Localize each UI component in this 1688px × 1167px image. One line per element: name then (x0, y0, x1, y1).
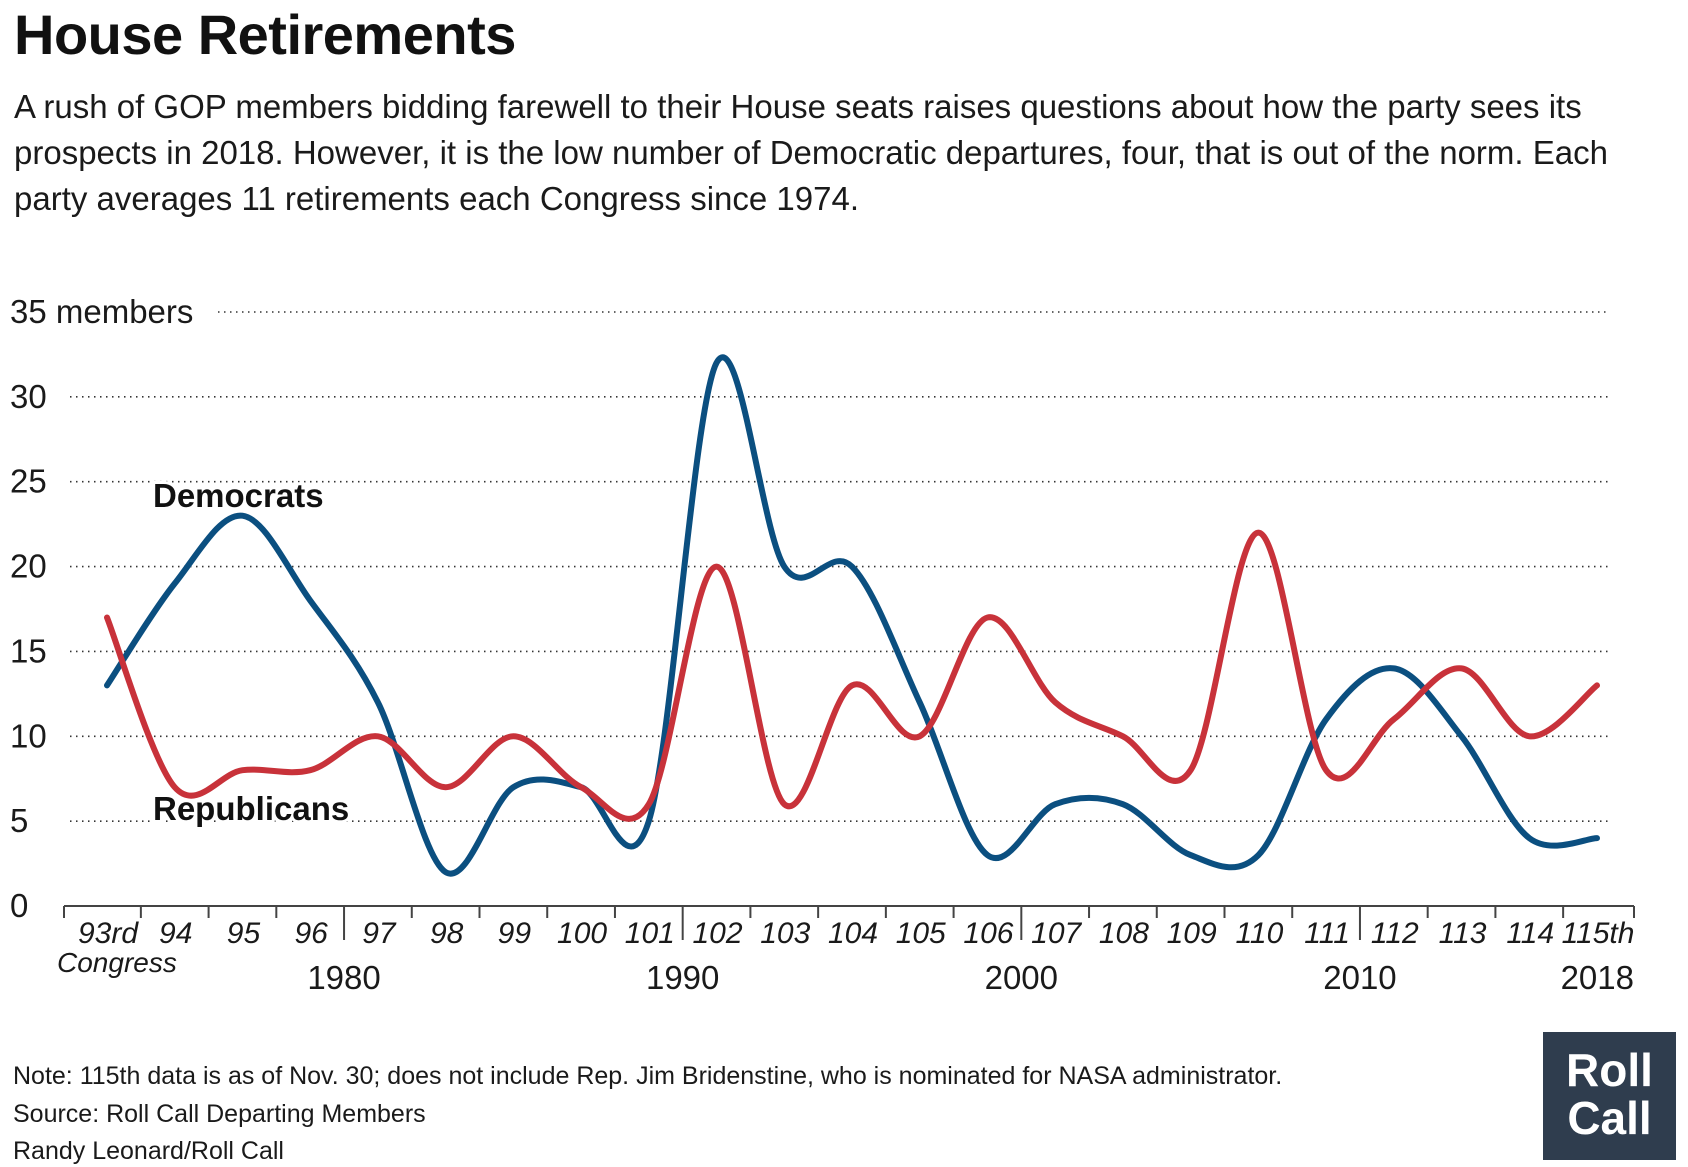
x-tick-label: 93rd (78, 917, 139, 950)
x-tick-label: 100 (557, 917, 607, 950)
logo-line-1: Roll (1566, 1044, 1653, 1096)
x-tick-label: 111 (1304, 917, 1350, 950)
x-tick-label: 115th (1562, 917, 1635, 950)
x-tick-label: 107 (1031, 917, 1082, 950)
x-tick-label: 95 (227, 917, 261, 950)
x-tick-label: 97 (362, 917, 397, 950)
y-tick-label: 20 (10, 548, 47, 585)
chart-note: Note: 115th data is as of Nov. 30; does … (13, 1062, 1283, 1090)
year-label: 1980 (307, 959, 380, 996)
x-tick-label: 96 (294, 917, 328, 950)
year-label: 1990 (646, 959, 719, 996)
x-tick-label: 99 (498, 917, 532, 950)
x-tick-label: 112 (1371, 917, 1419, 950)
y-tick-label: 15 (10, 632, 47, 669)
y-tick-label: 25 (10, 463, 47, 500)
x-tick-label: 109 (1167, 917, 1217, 950)
y-tick-label: 30 (10, 378, 47, 415)
x-tick-label: 98 (430, 917, 464, 950)
x-tick-label: 114 (1506, 917, 1554, 950)
x-tick-label: 101 (625, 917, 675, 950)
roll-call-logo: Roll Call (1543, 1032, 1676, 1160)
x-tick-label: 105 (896, 917, 946, 950)
x-tick-label: 106 (963, 917, 1013, 950)
logo-line-2: Call (1567, 1092, 1652, 1144)
line-chart: 0 5 10 15 20 25 30 35 members 93rd 94 95 96 97 98 99 1… (10, 293, 1635, 996)
year-label: 2000 (985, 959, 1058, 996)
x-tick-label: 94 (159, 917, 192, 950)
chart-title: House Retirements (14, 3, 516, 66)
chart-source: Source: Roll Call Departing Members (13, 1100, 426, 1128)
y-tick-label: 5 (10, 802, 28, 839)
x-tick-label: 104 (828, 917, 878, 950)
chart-subtitle: A rush of GOP members bidding farewell t… (14, 88, 1608, 217)
gridlines (70, 311, 1610, 822)
x-tick-label: 108 (1099, 917, 1149, 950)
x-tick-label: 110 (1235, 917, 1283, 950)
x-tick-label: 102 (693, 917, 743, 950)
series-label-democrats: Democrats (153, 477, 324, 514)
chart-credit: Randy Leonard/Roll Call (13, 1137, 284, 1165)
x-tick-label: 103 (760, 917, 810, 950)
y-tick-label: 0 (10, 887, 28, 924)
series-labels: Democrats Republicans (150, 474, 352, 830)
y-axis: 0 5 10 15 20 25 30 35 members (10, 293, 193, 924)
series-label-republicans: Republicans (153, 790, 349, 827)
series-line-democrats (104, 354, 1600, 877)
x-tick-label: 113 (1439, 917, 1487, 950)
y-tick-label: 35 members (10, 293, 193, 330)
x-axis-sublabel: Congress (57, 947, 177, 978)
series-lines (104, 354, 1600, 877)
year-label: 2018 (1561, 959, 1634, 996)
year-label: 2010 (1323, 959, 1396, 996)
series-line-republicans (104, 529, 1600, 822)
y-tick-label: 10 (10, 717, 47, 754)
x-axis: 93rd 94 95 96 97 98 99 100 101 102 103 104 105 106 107… (57, 905, 1635, 996)
